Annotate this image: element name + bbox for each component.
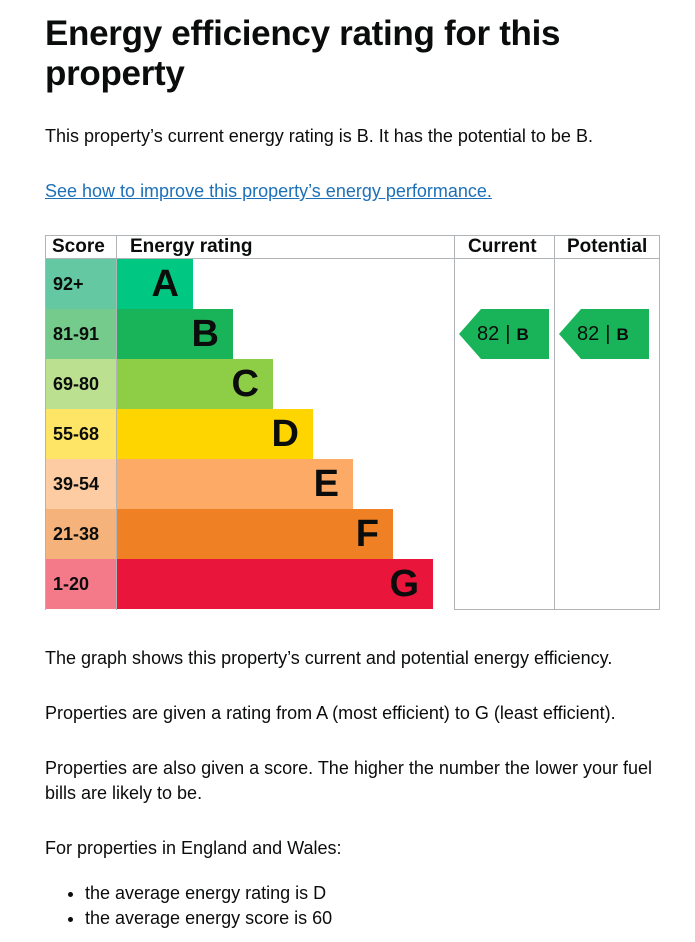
england-wales-intro: For properties in England and Wales: <box>45 838 342 858</box>
page-title: Energy efficiency rating for this proper… <box>45 14 561 93</box>
potential-letter: B <box>616 325 629 344</box>
grid-line-header <box>45 258 660 259</box>
score-cell-c: 69-80 <box>45 359 116 409</box>
intro-text: This property’s current energy rating is… <box>45 126 593 146</box>
graph-explanation: The graph shows this property’s current … <box>45 648 613 668</box>
grid-line-vertical <box>659 235 660 610</box>
potential-score: 82 <box>577 323 600 345</box>
grid-line-vertical <box>454 235 455 610</box>
score-explanation: Properties are also given a score. The h… <box>45 758 652 803</box>
header-score: Score <box>52 236 105 257</box>
current-separator: | <box>505 323 511 345</box>
averages-list: the average energy rating is D the avera… <box>45 881 332 931</box>
rating-bar-e: E <box>116 459 353 509</box>
rating-explanation: Properties are given a rating from A (mo… <box>45 703 616 723</box>
grid-line-vertical <box>45 235 46 610</box>
score-cell-g: 1-20 <box>45 559 116 609</box>
header-potential: Potential <box>567 236 648 257</box>
score-cell-d: 55-68 <box>45 409 116 459</box>
score-cell-a: 92+ <box>45 259 116 309</box>
score-cell-e: 39-54 <box>45 459 116 509</box>
rating-bar-d: D <box>116 409 313 459</box>
list-item: the average energy score is 60 <box>85 906 332 931</box>
improve-performance-link[interactable]: See how to improve this property’s energ… <box>45 181 492 201</box>
current-letter: B <box>516 325 529 344</box>
energy-rating-chart: Score Energy rating Current Potential 92… <box>45 235 660 610</box>
list-item: the average energy rating is D <box>85 881 332 906</box>
current-rating-arrow: 82 | B <box>459 309 549 359</box>
rating-bar-a: A <box>116 259 193 309</box>
grid-line-vertical <box>554 235 555 610</box>
current-score: 82 <box>477 323 500 345</box>
rating-bar-g: G <box>116 559 433 609</box>
potential-separator: | <box>605 323 611 345</box>
rating-bar-c: C <box>116 359 273 409</box>
score-cell-b: 81-91 <box>45 309 116 359</box>
rating-bar-b: B <box>116 309 233 359</box>
score-cell-f: 21-38 <box>45 509 116 559</box>
grid-line-bottom <box>454 609 660 610</box>
grid-line-vertical <box>116 235 117 610</box>
potential-rating-arrow: 82 | B <box>559 309 649 359</box>
rating-bar-f: F <box>116 509 393 559</box>
grid-line-top <box>45 235 660 236</box>
header-current: Current <box>468 236 537 257</box>
header-energy-rating: Energy rating <box>130 236 253 257</box>
